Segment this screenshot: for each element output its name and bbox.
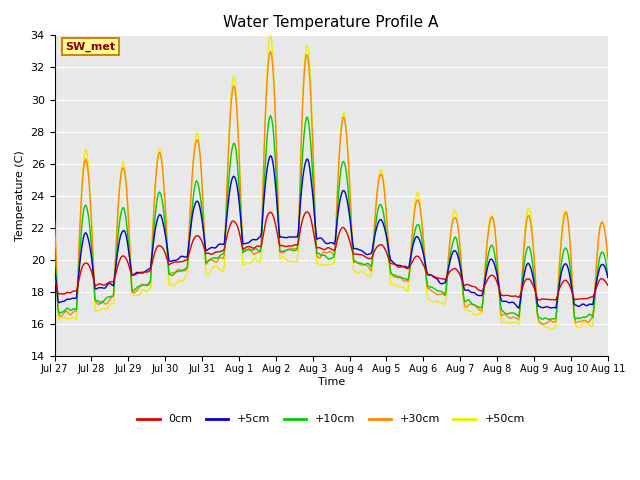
Y-axis label: Temperature (C): Temperature (C) bbox=[15, 150, 25, 241]
Text: SW_met: SW_met bbox=[65, 42, 116, 52]
Legend: 0cm, +5cm, +10cm, +30cm, +50cm: 0cm, +5cm, +10cm, +30cm, +50cm bbox=[133, 410, 529, 429]
X-axis label: Time: Time bbox=[317, 377, 345, 387]
Title: Water Temperature Profile A: Water Temperature Profile A bbox=[223, 15, 439, 30]
